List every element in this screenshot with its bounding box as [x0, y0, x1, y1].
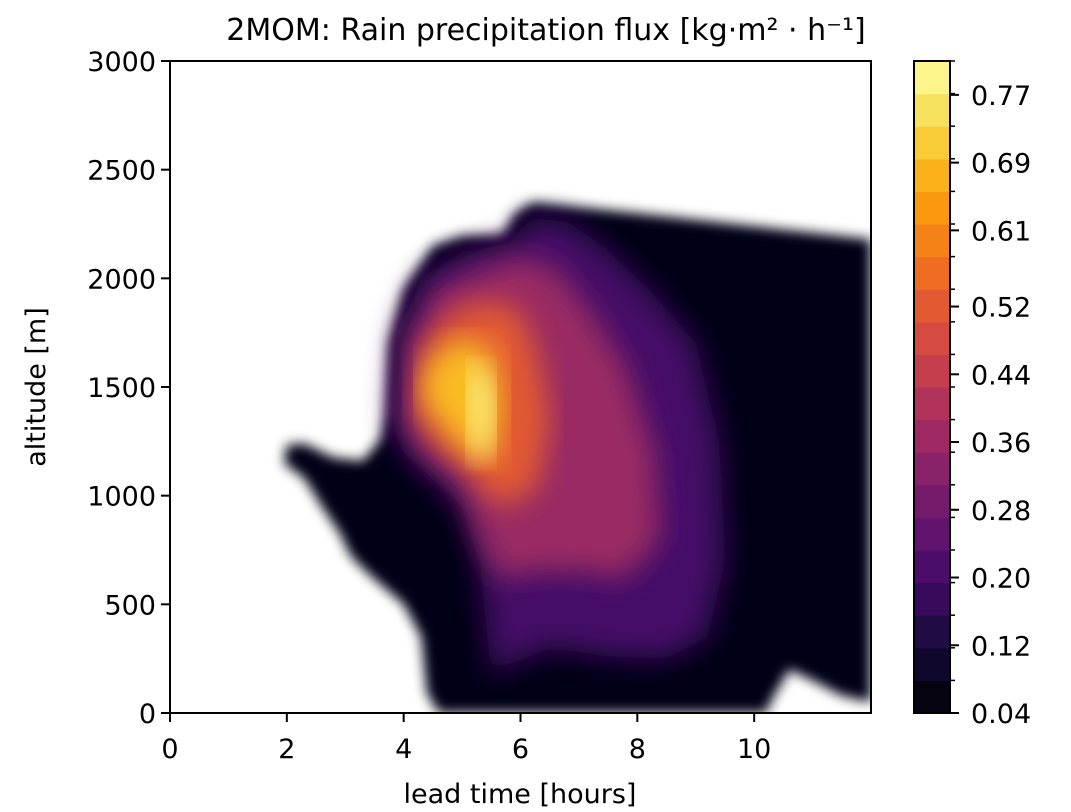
colorbar-level [914, 289, 950, 322]
colorbar-tick-label: 0.20 [971, 564, 1031, 595]
x-tick-label: 8 [629, 734, 646, 765]
colorbar-level [914, 126, 950, 159]
colorbar-level [914, 191, 950, 224]
colorbar-level [914, 224, 950, 257]
colorbar: 0.04 0.12 0.20 0.28 0.36 0.44 0.52 0.61 0.69 0.77 [914, 61, 1031, 730]
colorbar-level [914, 583, 950, 616]
colorbar-level [914, 680, 950, 713]
colorbar-level [914, 94, 950, 127]
colorbar-level [914, 322, 950, 355]
x-tick-label: 0 [161, 734, 178, 765]
colorbar-level [914, 420, 950, 453]
x-tick-label: 6 [512, 734, 529, 765]
x-tick-label: 4 [395, 734, 412, 765]
colorbar-tick-label: 0.04 [971, 699, 1031, 730]
x-tick-label: 10 [737, 734, 771, 765]
colorbar-tick-label: 0.61 [971, 216, 1031, 247]
colorbar-level [914, 648, 950, 681]
colorbar-level [914, 159, 950, 192]
y-tick-label: 2500 [87, 156, 156, 187]
colorbar-level [914, 452, 950, 485]
y-axis: 0 500 1000 1500 2000 2500 3000 [87, 47, 170, 730]
colorbar-tick-label: 0.69 [971, 149, 1031, 180]
y-tick-label: 2000 [87, 264, 156, 295]
colorbar-level [914, 517, 950, 550]
colorbar-level [914, 387, 950, 420]
colorbar-tick-label: 0.44 [971, 360, 1031, 391]
y-tick-label: 3000 [87, 47, 156, 78]
x-axis: 0 2 4 6 8 10 [161, 713, 771, 765]
colorbar-level [914, 550, 950, 583]
colorbar-level [914, 61, 950, 94]
y-tick-label: 1500 [87, 373, 156, 404]
colorbar-tick-label: 0.28 [971, 496, 1031, 527]
y-tick-label: 500 [104, 590, 156, 621]
colorbar-level [914, 615, 950, 648]
colorbar-tick-label: 0.77 [971, 81, 1031, 112]
colorbar-tick-label: 0.36 [971, 428, 1031, 459]
y-axis-label: altitude [m] [21, 307, 52, 467]
chart-title: 2MOM: Rain precipitation flux [kg·m² · h… [226, 13, 865, 48]
colorbar-level [914, 257, 950, 290]
colorbar-level [914, 485, 950, 518]
colorbar-level [914, 354, 950, 387]
y-tick-label: 0 [139, 699, 156, 730]
colorbar-tick-label: 0.52 [971, 293, 1031, 324]
y-tick-label: 1000 [87, 482, 156, 513]
x-axis-label: lead time [hours] [404, 779, 637, 810]
x-tick-label: 2 [278, 734, 295, 765]
colorbar-tick-label: 0.12 [971, 631, 1031, 662]
